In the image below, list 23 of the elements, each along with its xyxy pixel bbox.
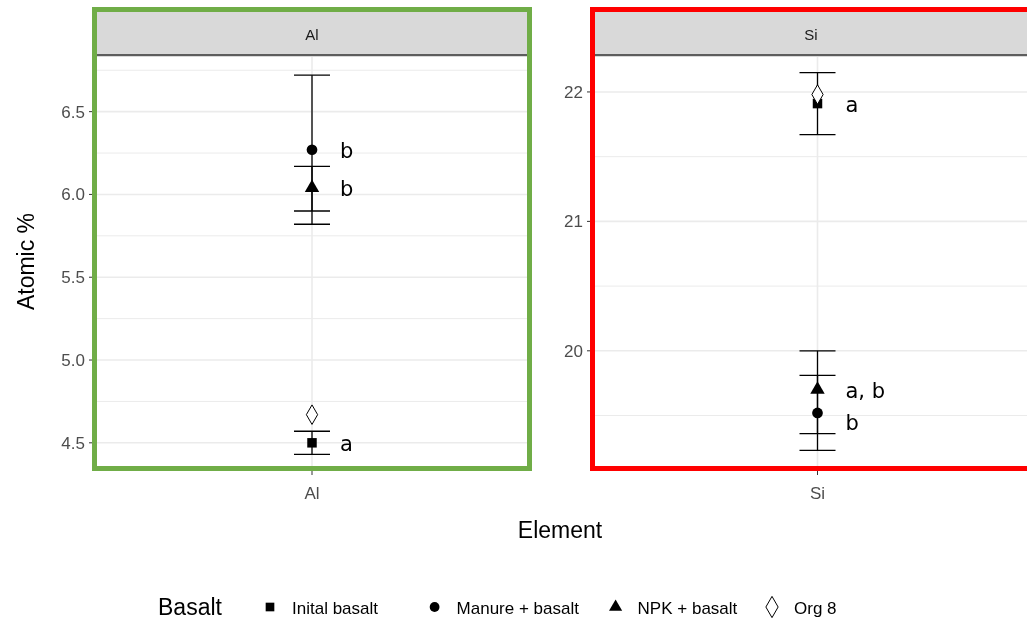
y-tick-label: 5.0 bbox=[61, 351, 85, 371]
y-tick-label: 6.0 bbox=[61, 185, 85, 205]
y-tick-label: 21 bbox=[564, 212, 583, 232]
annotation: a bbox=[845, 92, 859, 117]
y-tick-label: 20 bbox=[564, 341, 583, 361]
annotation: b bbox=[845, 410, 859, 435]
text: Al bbox=[304, 484, 320, 503]
x-axis-title: Element bbox=[517, 517, 603, 543]
annotation: b bbox=[340, 138, 354, 163]
annotation: a, b bbox=[845, 378, 886, 403]
y-tick-label: 6.5 bbox=[61, 102, 85, 122]
text: Si bbox=[809, 484, 826, 503]
y-axis-title: Atomic % bbox=[13, 212, 39, 311]
legend-title: Basalt bbox=[158, 594, 223, 620]
legend-label: Manure + basalt bbox=[456, 599, 580, 618]
legend-label: NPK + basalt bbox=[637, 599, 738, 618]
legend-label: Org 8 bbox=[794, 599, 837, 618]
y-tick-label: 22 bbox=[564, 82, 583, 102]
y-tick-label: 4.5 bbox=[61, 433, 85, 453]
y-tick-label: 5.5 bbox=[61, 268, 85, 288]
annotation: a bbox=[340, 431, 353, 456]
annotation: b bbox=[340, 176, 354, 201]
legend-label: Inital basalt bbox=[292, 599, 379, 618]
